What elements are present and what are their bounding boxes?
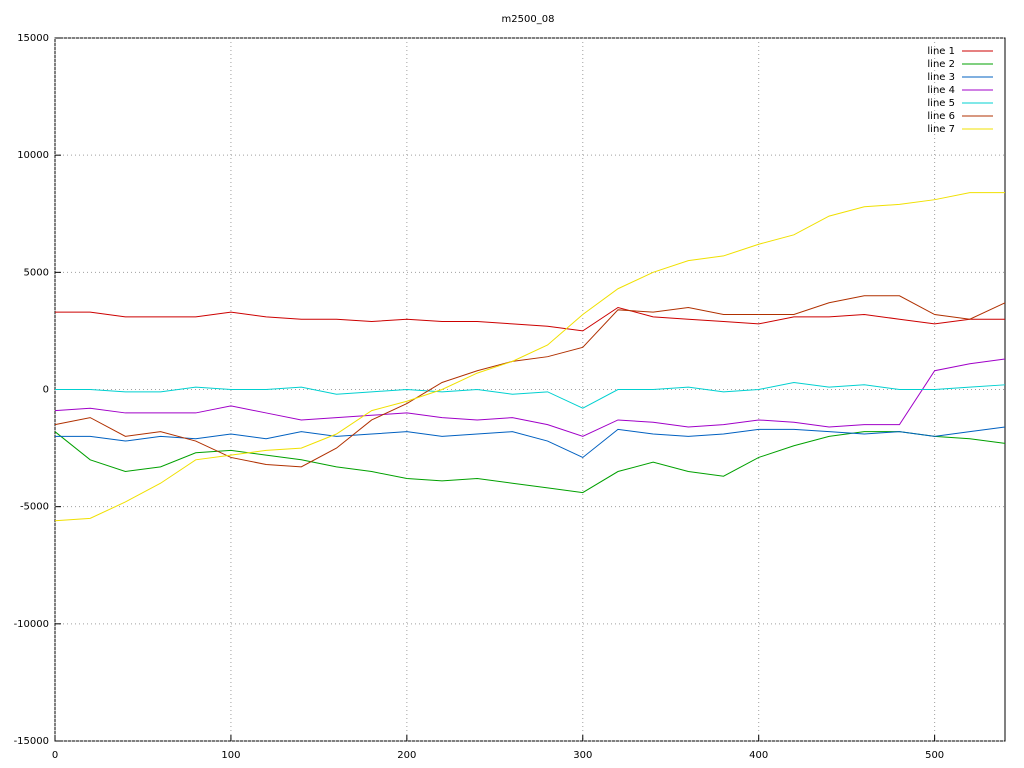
x-tick-label: 0 xyxy=(52,750,58,761)
legend-label: line 7 xyxy=(927,124,955,135)
y-tick-label: 15000 xyxy=(17,33,49,44)
legend-label: line 4 xyxy=(927,85,955,96)
series-line xyxy=(54,295,1006,468)
y-tick-label: 0 xyxy=(43,385,49,396)
x-tick-label: 100 xyxy=(221,750,240,761)
x-tick-label: 500 xyxy=(925,750,944,761)
legend-label: line 5 xyxy=(927,98,955,109)
legend-label: line 6 xyxy=(927,111,955,122)
series-line xyxy=(55,381,1006,409)
y-tick-label: 10000 xyxy=(17,150,49,161)
series-line xyxy=(54,192,1005,522)
legend-label: line 3 xyxy=(927,72,955,83)
x-tick-label: 400 xyxy=(749,750,768,761)
legend-label: line 2 xyxy=(927,59,955,70)
y-tick-label: -15000 xyxy=(14,736,49,747)
series-line xyxy=(55,306,1005,332)
x-tick-label: 300 xyxy=(573,750,592,761)
y-tick-label: -5000 xyxy=(20,502,49,513)
y-tick-label: -10000 xyxy=(14,619,49,630)
plot-frame xyxy=(54,37,1006,742)
series-line xyxy=(54,431,1006,494)
series-line xyxy=(54,358,1006,437)
y-tick-label: 5000 xyxy=(24,267,49,278)
series-line xyxy=(55,426,1006,459)
chart-title: m2500_08 xyxy=(502,14,555,25)
x-tick-label: 200 xyxy=(397,750,416,761)
legend-label: line 1 xyxy=(927,46,955,57)
